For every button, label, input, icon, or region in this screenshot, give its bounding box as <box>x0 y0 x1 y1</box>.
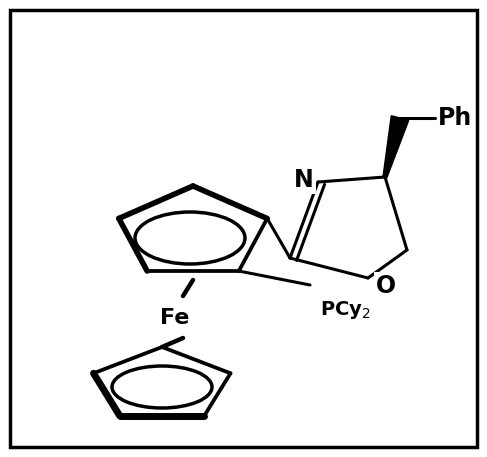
Text: Fe: Fe <box>160 308 190 328</box>
Text: N: N <box>294 168 314 192</box>
Polygon shape <box>383 116 409 177</box>
Text: Ph: Ph <box>438 106 472 130</box>
Text: PCy$_2$: PCy$_2$ <box>320 299 371 321</box>
Text: O: O <box>376 274 396 298</box>
